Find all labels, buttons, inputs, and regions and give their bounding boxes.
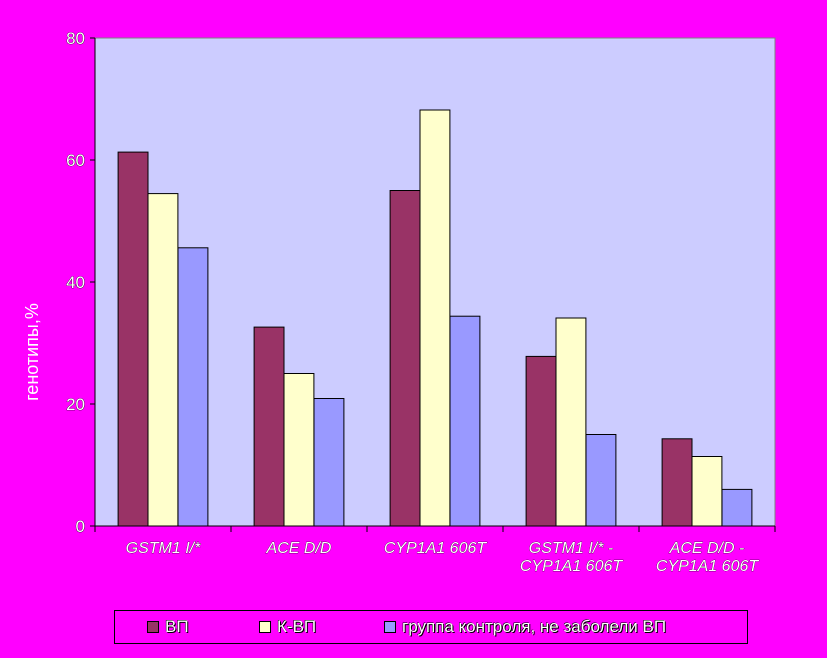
x-tick-label-1-line0: ACE D/D [266,540,332,557]
bar-series2-cat2 [449,315,481,527]
x-tick-label-4-line0: ACE D/D - [669,540,745,557]
bar-series1-cat0 [147,193,179,527]
legend-label-control: группа контроля, не заболели ВП [402,617,667,636]
bar-series1-cat1 [283,373,315,527]
legend-item-vp: ВП [147,611,189,643]
bar-series0-cat4 [661,438,693,527]
legend-label-k-vp: К-ВП [277,617,317,636]
x-tick-label-0-line0: GSTM1 I/* [126,540,201,557]
bars-group [117,109,753,527]
legend: ВП К-ВП группа контроля, не заболели ВП [114,610,748,644]
bar-series0-cat0 [117,151,149,527]
bar-series1-cat4 [691,456,723,527]
legend-swatch-vp [147,621,159,633]
chart: GSTM1 I/* ACE D/D CYP1A1 606T GSTM1 I/* -CY… [22,29,776,575]
bar-series0-cat2 [389,190,421,527]
x-tick-label-0: GSTM1 I/* [126,540,201,557]
legend-label-vp: ВП [165,617,189,636]
bar-series0-cat3 [525,355,557,527]
y-axis-label: генотипы,% [22,303,42,401]
legend-swatch-k-vp [259,621,271,633]
bar-series0-cat1 [253,326,285,527]
x-tick-label-2: CYP1A1 606T [384,540,488,557]
legend-item-k-vp: К-ВП [259,611,316,643]
y-tick-label-2: 40 [66,273,85,292]
x-tick-label-3: GSTM1 I/* -CYP1A1 606T [520,540,624,575]
axes-group: GSTM1 I/* ACE D/D CYP1A1 606T GSTM1 I/* -CY… [66,29,776,575]
legend-swatch-control [384,621,396,633]
x-tick-label-1: ACE D/D [266,540,332,557]
bar-series2-cat3 [585,434,617,527]
x-tick-label-4-line1: CYP1A1 606T [656,558,760,575]
bar-series1-cat2 [419,109,451,527]
x-tick-label-3-line0: GSTM1 I/* - [529,540,613,557]
bar-series2-cat4 [721,488,753,527]
bar-series1-cat3 [555,317,587,527]
y-tick-label-3: 60 [66,151,85,170]
x-tick-label-3-line1: CYP1A1 606T [520,558,624,575]
y-tick-label-4: 80 [66,29,85,48]
bar-series2-cat1 [313,398,345,527]
legend-item-control: группа контроля, не заболели ВП [384,611,666,643]
y-tick-label-0: 0 [76,517,85,536]
x-tick-label-4: ACE D/D -CYP1A1 606T [656,540,760,575]
x-tick-label-2-line0: CYP1A1 606T [384,540,488,557]
bar-series2-cat0 [177,247,209,527]
y-tick-label-1: 20 [66,395,85,414]
